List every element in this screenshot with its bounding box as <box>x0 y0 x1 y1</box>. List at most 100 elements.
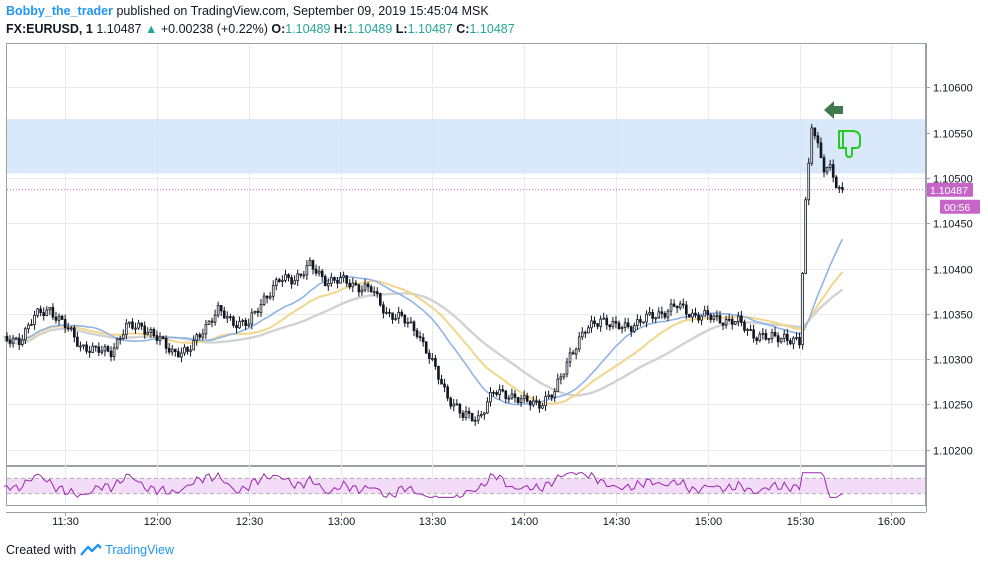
candle <box>45 306 49 317</box>
candle-body <box>63 319 67 329</box>
candle-body <box>11 337 15 344</box>
candle-body <box>568 352 572 363</box>
candle-body <box>657 311 661 319</box>
candle <box>173 348 177 357</box>
tradingview-brand[interactable]: TradingView <box>105 543 174 557</box>
candle <box>685 301 688 320</box>
candle-body <box>8 340 12 344</box>
candle-body <box>308 260 312 267</box>
candle-body <box>434 358 437 367</box>
candle <box>345 275 348 287</box>
candle <box>369 284 373 293</box>
candle <box>54 311 58 324</box>
candle-body <box>342 275 345 278</box>
candle-body <box>810 127 814 164</box>
candle <box>51 303 55 321</box>
candle-body <box>773 332 777 337</box>
candle-body <box>391 312 394 320</box>
candle <box>752 324 755 343</box>
candle <box>385 306 388 315</box>
candle-body <box>167 347 171 353</box>
candle-body <box>326 282 330 287</box>
candle <box>813 127 817 140</box>
candle <box>336 277 339 289</box>
candle <box>155 330 159 345</box>
candle <box>158 332 162 346</box>
candle-body <box>170 348 174 353</box>
candle <box>587 325 590 334</box>
candle <box>146 327 150 336</box>
candle <box>718 310 722 324</box>
price-badge-text: 1.10487 <box>930 185 968 197</box>
candle <box>241 318 244 327</box>
candle <box>14 336 18 340</box>
candle <box>657 307 661 320</box>
candle <box>259 299 263 317</box>
candle-body <box>293 280 296 285</box>
author-name[interactable]: Bobby_the_trader <box>6 4 113 18</box>
candle-body <box>733 321 737 325</box>
candle-body <box>17 337 21 345</box>
candle-body <box>320 270 324 277</box>
price-chart[interactable]: 1.10600 1.10550 1.10500 1.10450 1.10400 1.103… <box>0 0 988 540</box>
candle <box>372 286 376 297</box>
candle-body <box>222 310 226 319</box>
candle-body <box>259 304 263 313</box>
candle <box>761 328 765 340</box>
candle <box>740 310 743 327</box>
candle-body <box>590 320 593 329</box>
candle-body <box>424 341 428 354</box>
candle <box>195 332 199 346</box>
candle <box>614 316 618 329</box>
footer: Created with TradingView <box>6 543 174 557</box>
candle <box>11 334 15 348</box>
candle-body <box>85 344 88 352</box>
candle <box>247 318 251 328</box>
candle <box>443 378 446 393</box>
candle <box>556 373 560 392</box>
candle-body <box>73 327 76 338</box>
candle <box>400 309 404 318</box>
candle <box>825 166 829 176</box>
candle-body <box>697 314 700 321</box>
candle-body <box>528 400 532 406</box>
candle-body <box>100 350 104 353</box>
candle-body <box>596 323 599 327</box>
candle-body <box>183 346 186 354</box>
candle <box>629 325 633 337</box>
candle-body <box>449 397 453 407</box>
candle <box>115 337 119 350</box>
candle <box>424 341 428 354</box>
candle-body <box>403 314 407 324</box>
candle-body <box>544 396 547 406</box>
candle-body <box>296 273 300 282</box>
candle-body <box>452 403 456 407</box>
candle-body <box>152 329 156 337</box>
candle <box>434 354 437 370</box>
candle-body <box>360 289 364 293</box>
last-price: 1.10487 <box>96 22 142 36</box>
candle <box>669 298 673 316</box>
candle-body <box>76 336 79 347</box>
x-tick-label: 15:30 <box>787 516 815 528</box>
candle-body <box>412 321 416 331</box>
candle-body <box>118 338 122 341</box>
candle <box>409 316 413 324</box>
candle <box>97 342 101 357</box>
candle-body <box>632 325 636 332</box>
candle <box>565 357 569 378</box>
candle-body <box>431 358 434 360</box>
candle-body <box>660 311 664 314</box>
candle-body <box>724 318 728 326</box>
candle-body <box>284 274 287 281</box>
candle-body <box>767 338 771 340</box>
candle <box>232 315 235 328</box>
close-value: 1.10487 <box>469 22 515 36</box>
candle-body <box>580 331 584 338</box>
candle-body <box>458 403 462 414</box>
candle <box>516 396 520 405</box>
candle <box>749 324 752 331</box>
candle-body <box>489 392 492 403</box>
candle-body <box>721 322 725 326</box>
candle-body <box>831 164 835 178</box>
